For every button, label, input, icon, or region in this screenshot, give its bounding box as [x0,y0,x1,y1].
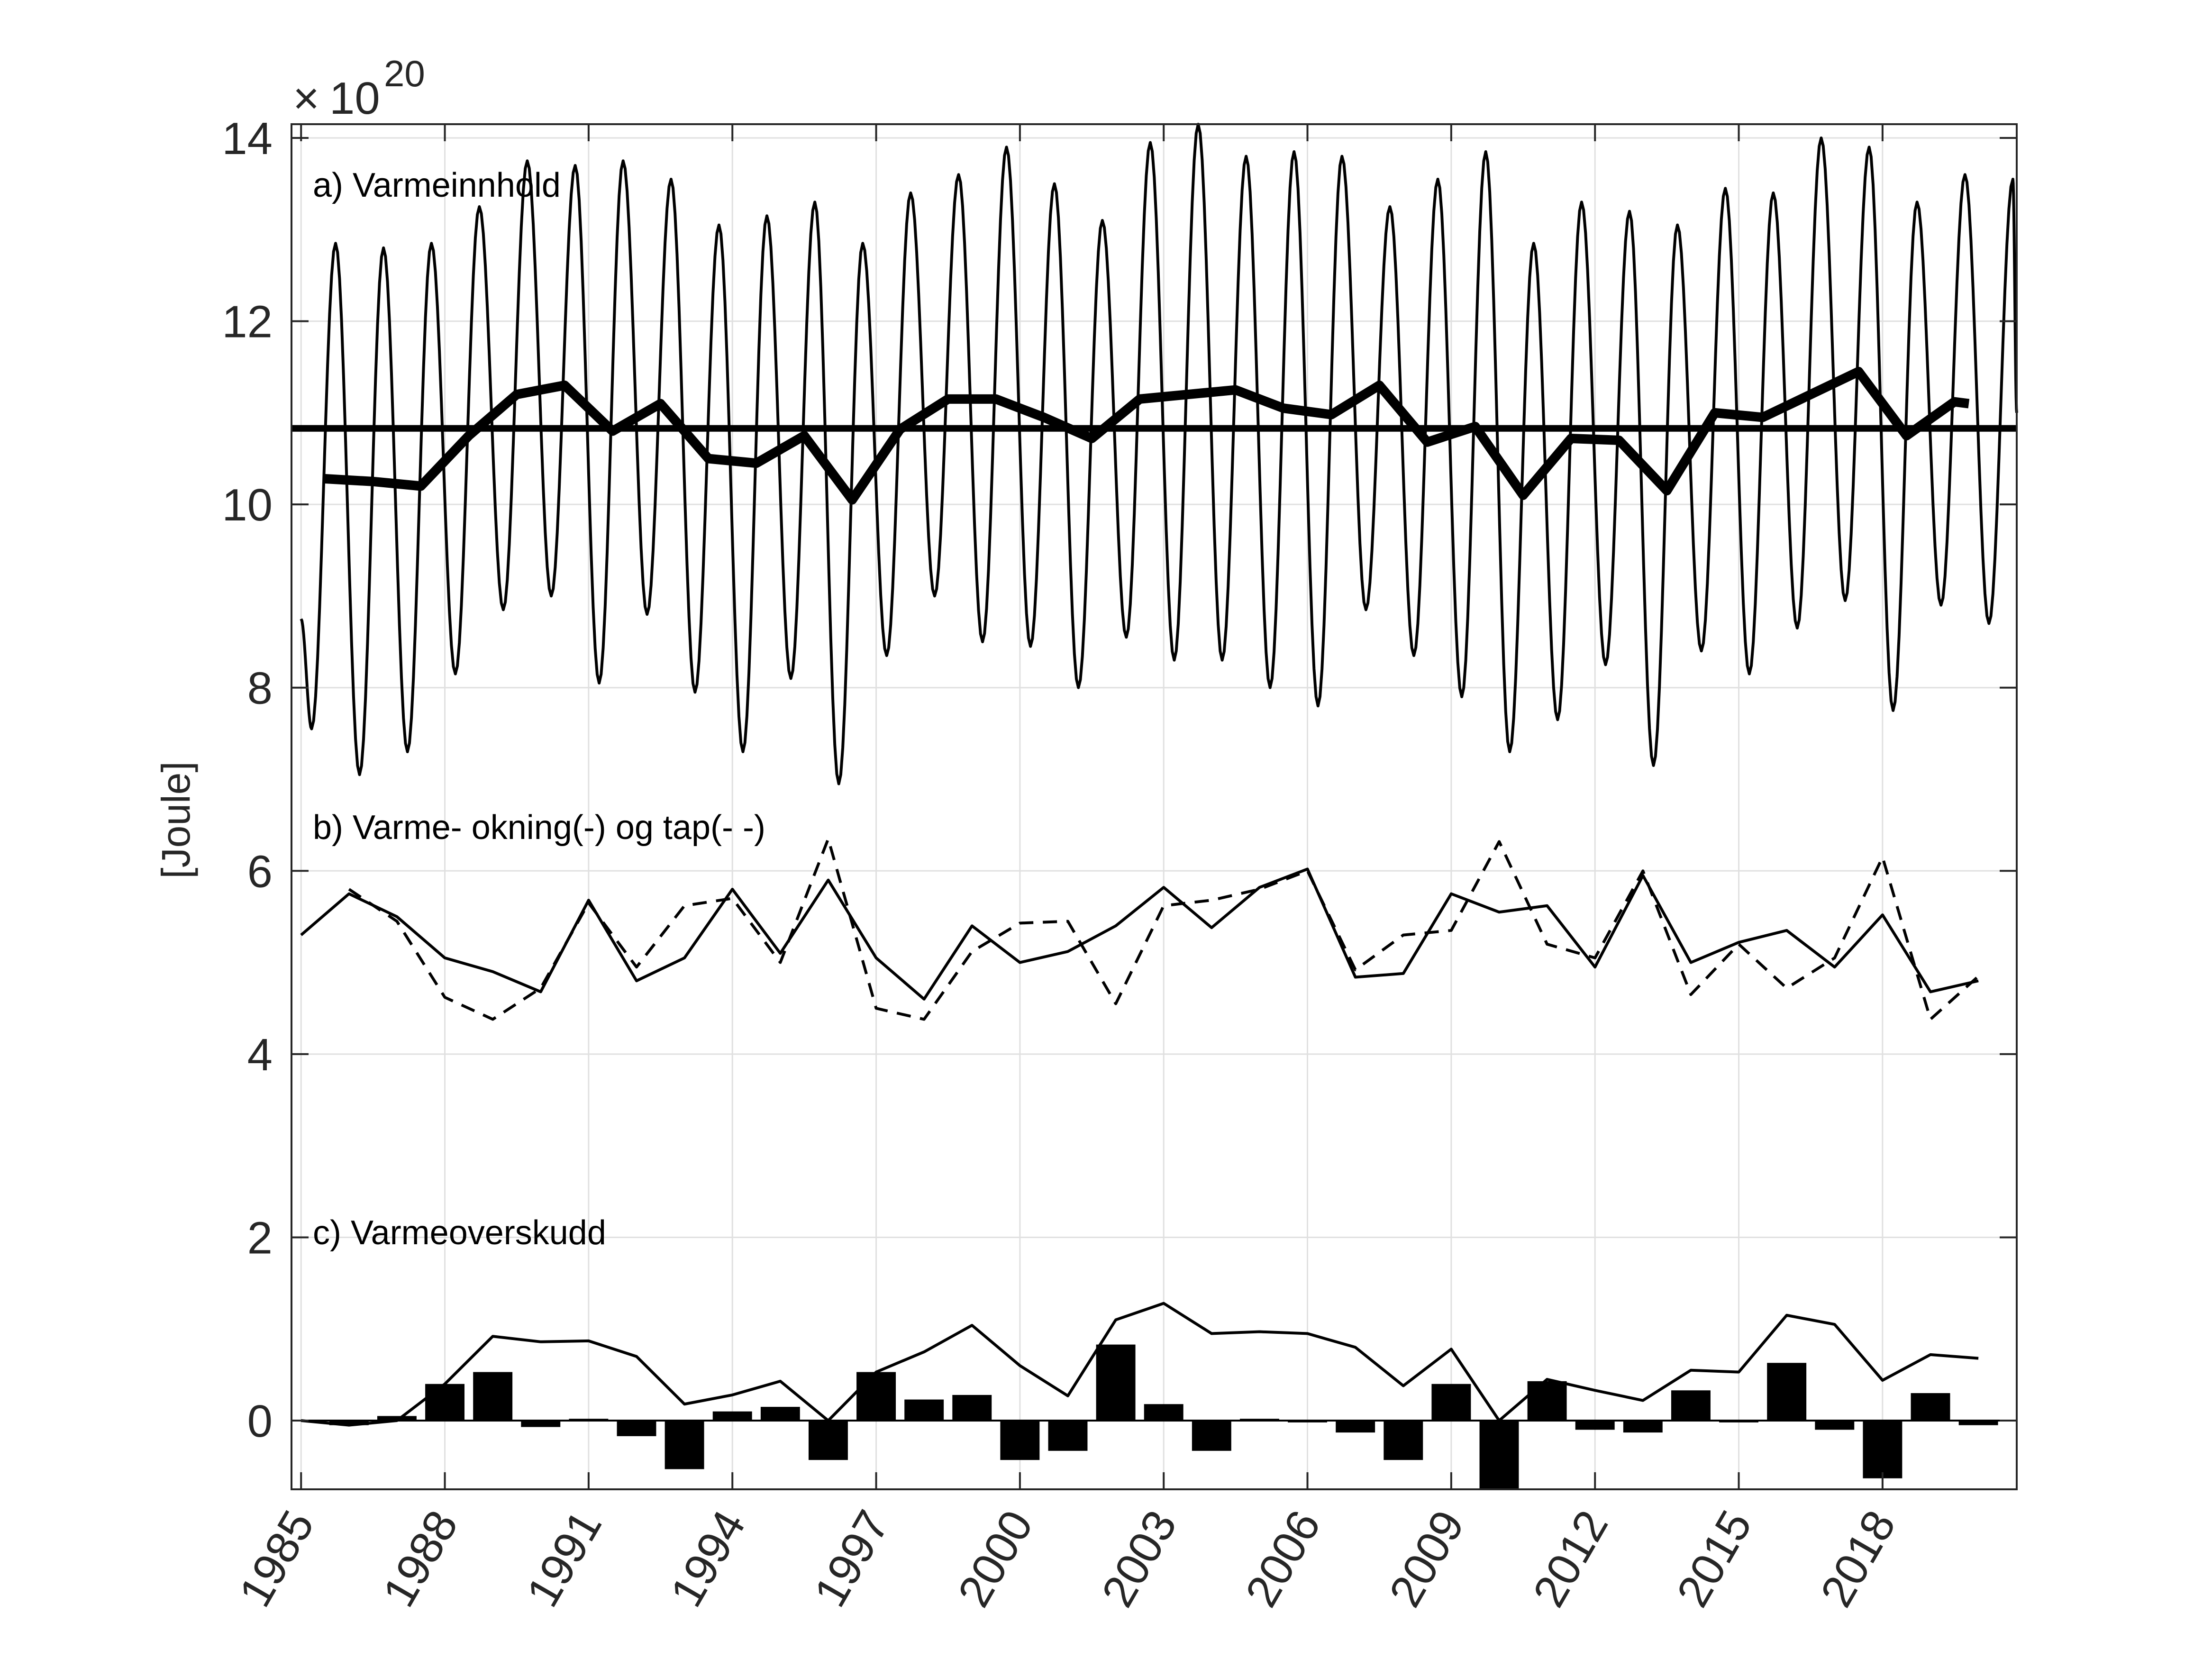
bar-annual-surplus [1623,1421,1663,1433]
y-tick-label: 12 [222,297,273,347]
y-exponent-power: 20 [384,53,425,94]
axes-box [291,123,2018,1490]
bar-annual-surplus [1048,1421,1088,1451]
bar-annual-surplus [760,1407,800,1421]
y-tick-label: 14 [222,113,273,164]
bar-annual-surplus [1958,1421,1998,1425]
y-tick-label: 2 [247,1212,273,1263]
bar-annual-surplus [1863,1421,1903,1478]
line-heat-loss [348,837,1980,1021]
bar-annual-surplus [425,1384,465,1421]
bar-annual-surplus [1911,1393,1950,1421]
plot-area [291,123,2018,1489]
y-tick-label: 0 [247,1396,273,1447]
panel-label-b: b) Varme- okning(-) og tap(- -) [313,809,765,847]
bar-annual-surplus [377,1416,417,1421]
bar-annual-surplus [1815,1421,1855,1430]
line-cumulative-surplus [300,1302,1979,1427]
bar-annual-surplus [1767,1363,1807,1421]
panel-label-c: c) Varmeoverskudd [313,1214,606,1252]
bar-annual-surplus [712,1411,752,1421]
panel-label-a: a) Varmeinnhold [313,166,561,204]
y-tick-label: 6 [247,846,273,897]
y-exponent-base: 10 [329,73,380,124]
bar-annual-surplus [856,1372,896,1421]
bar-annual-surplus [808,1421,848,1460]
bar-annual-surplus [1000,1421,1040,1460]
bar-annual-surplus [521,1421,561,1427]
y-axis-label: [Joule] [154,761,198,879]
y-exponent-times: × [293,73,319,124]
y-exponent: × 10 20 [293,53,425,124]
bar-annual-surplus [1527,1381,1567,1421]
bar-annual-surplus [952,1395,992,1421]
y-tick-label: 8 [247,663,273,714]
y-tick-label: 10 [222,480,273,530]
grid [291,124,2017,1489]
bar-annual-surplus [617,1421,656,1436]
bar-annual-surplus [1192,1421,1231,1451]
bar-annual-surplus [1336,1421,1375,1433]
y-tick-label: 4 [247,1030,273,1080]
bar-annual-surplus [473,1372,513,1421]
bar-annual-surplus [1384,1421,1423,1460]
bar-annual-surplus [665,1421,704,1469]
bar-annual-surplus [904,1399,944,1421]
bar-annual-surplus [1144,1404,1183,1421]
bar-annual-surplus [329,1421,369,1425]
bar-annual-surplus [1671,1390,1711,1421]
bar-annual-surplus [1575,1421,1615,1430]
bar-annual-surplus [1479,1421,1519,1489]
bar-annual-surplus [1431,1384,1471,1421]
bar-annual-surplus [1096,1344,1136,1421]
line-annual-mean-heat-content [325,366,1970,505]
